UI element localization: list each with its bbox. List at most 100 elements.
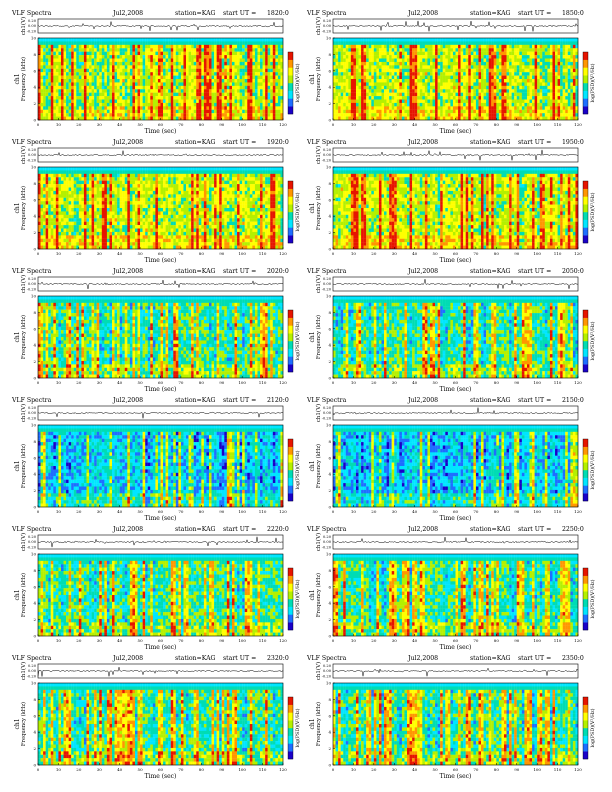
xtick-label: 60 bbox=[158, 380, 164, 385]
xtick-label: 70 bbox=[473, 122, 479, 127]
spectrogram-ytick-label: 8 bbox=[33, 52, 36, 57]
xtick-label: 20 bbox=[371, 122, 377, 127]
spectrogram-ytick-label: 6 bbox=[33, 713, 36, 718]
panel-station: station=KAG bbox=[470, 526, 511, 533]
xtick-label: 50 bbox=[138, 767, 144, 772]
xtick-label: 110 bbox=[554, 251, 562, 256]
spectrogram-ytick-label: 8 bbox=[33, 697, 36, 702]
colorbar-segment bbox=[288, 333, 293, 342]
waveform-ytick-label: 0.00 bbox=[28, 540, 37, 544]
panel-title: VLF Spectra bbox=[306, 10, 347, 17]
panel-date: Jul2,2008 bbox=[407, 526, 438, 533]
spectrogram-ytick-label: 6 bbox=[33, 68, 36, 73]
panel-start-ut: 2220:0 bbox=[267, 526, 289, 533]
colorbar-segment bbox=[288, 439, 293, 447]
xtick-label: 60 bbox=[158, 122, 164, 127]
colorbar-segment bbox=[288, 212, 293, 220]
waveform-ytick-label: 0.00 bbox=[323, 282, 332, 286]
vlf-panel: VLF Spectra Jul2,2008 station=KAG start UT … bbox=[11, 655, 301, 780]
xtick-label: 60 bbox=[453, 251, 459, 256]
spectrogram-ytick-label: 2 bbox=[328, 230, 331, 235]
xtick-label: 30 bbox=[97, 380, 103, 385]
colorbar-segment bbox=[583, 606, 588, 615]
waveform-ytick-label: -0.20 bbox=[322, 158, 332, 162]
x-axis-label: Time (sec) bbox=[145, 128, 177, 135]
colorbar-segment bbox=[288, 485, 293, 494]
colorbar-segment bbox=[583, 181, 588, 189]
waveform-trace bbox=[332, 20, 579, 32]
spectrogram-ytick-label: 6 bbox=[328, 455, 331, 460]
xtick-label: 10 bbox=[351, 122, 357, 127]
panel-title: VLF Spectra bbox=[306, 397, 347, 404]
spectrogram-ylabel-channel: ch1 bbox=[14, 589, 21, 600]
panel-station: station=KAG bbox=[175, 139, 216, 146]
waveform-trace bbox=[37, 150, 284, 157]
spectrogram bbox=[333, 38, 579, 121]
xtick-label: 50 bbox=[138, 509, 144, 514]
colorbar-frame bbox=[582, 438, 589, 502]
colorbar-segment bbox=[288, 575, 293, 584]
panel-start-label: start UT = bbox=[518, 655, 551, 662]
xtick-label: 110 bbox=[259, 638, 267, 643]
xtick-label: 20 bbox=[371, 251, 377, 256]
x-axis-label: Time (sec) bbox=[440, 773, 472, 780]
spectrogram bbox=[38, 296, 284, 379]
xtick-label: 0 bbox=[332, 380, 335, 385]
x-axis-label: Time (sec) bbox=[145, 773, 177, 780]
colorbar bbox=[287, 567, 294, 631]
spectrogram-ytick-label: 4 bbox=[33, 601, 36, 606]
xtick-label: 10 bbox=[56, 380, 62, 385]
panel-start-label: start UT = bbox=[223, 10, 256, 17]
xtick-label: 0 bbox=[332, 638, 335, 643]
colorbar-label: log(PSD)(V²/Hz) bbox=[589, 450, 596, 489]
panel-station: station=KAG bbox=[470, 655, 511, 662]
xtick-label: 80 bbox=[199, 380, 205, 385]
xtick-label: 10 bbox=[56, 509, 62, 514]
spectrogram-ytick-label: 4 bbox=[328, 472, 331, 477]
waveform-ytick-label: 0.00 bbox=[323, 540, 332, 544]
xtick-label: 110 bbox=[259, 251, 267, 256]
colorbar-segment bbox=[288, 181, 293, 189]
xtick-label: 30 bbox=[97, 638, 103, 643]
colorbar-segment bbox=[288, 310, 293, 318]
spectrogram-ylabel-channel: ch1 bbox=[309, 202, 316, 213]
spectrogram-ytick-label: 0 bbox=[328, 376, 331, 381]
spectrogram-ytick-label: 8 bbox=[328, 310, 331, 315]
x-axis-label: Time (sec) bbox=[145, 644, 177, 651]
colorbar-segment bbox=[583, 704, 588, 713]
spectrogram-ytick-label: 8 bbox=[33, 568, 36, 573]
colorbar-label: log(PSD)(V²/Hz) bbox=[294, 450, 301, 489]
spectrogram-ytick-label: 0 bbox=[33, 763, 36, 768]
xtick-label: 20 bbox=[76, 122, 82, 127]
panel-date: Jul2,2008 bbox=[407, 268, 438, 275]
xtick-label: 90 bbox=[514, 122, 520, 127]
colorbar-segment bbox=[288, 454, 293, 463]
spectrogram-ytick-label: 10 bbox=[326, 294, 332, 299]
colorbar-segment bbox=[288, 90, 293, 99]
colorbar-label: log(PSD)(V²/Hz) bbox=[294, 579, 301, 618]
colorbar-segment bbox=[583, 583, 588, 592]
xtick-label: 110 bbox=[554, 638, 562, 643]
spectrogram-ytick-label: 0 bbox=[328, 247, 331, 252]
colorbar-segment bbox=[288, 712, 293, 721]
xtick-label: 0 bbox=[37, 767, 40, 772]
x-axis-label: Time (sec) bbox=[145, 515, 177, 522]
xtick-label: 70 bbox=[473, 767, 479, 772]
colorbar-segment bbox=[583, 591, 588, 600]
xtick-label: 10 bbox=[351, 767, 357, 772]
xtick-label: 80 bbox=[199, 122, 205, 127]
colorbar-segment bbox=[583, 477, 588, 486]
panel-title: VLF Spectra bbox=[11, 655, 52, 662]
waveform-ytick-label: 0.00 bbox=[323, 411, 332, 415]
waveform-ytick-label: 0.00 bbox=[28, 411, 37, 415]
xtick-label: 30 bbox=[97, 509, 103, 514]
xtick-label: 100 bbox=[238, 251, 246, 256]
spectrogram-ytick-label: 0 bbox=[328, 634, 331, 639]
colorbar-segment bbox=[583, 462, 588, 471]
colorbar-segment bbox=[288, 704, 293, 713]
waveform-ytick-label: 0.20 bbox=[28, 148, 37, 152]
colorbar-segment bbox=[583, 90, 588, 99]
spectrogram-ytick-label: 6 bbox=[328, 713, 331, 718]
xtick-label: 30 bbox=[392, 638, 398, 643]
xtick-label: 0 bbox=[37, 251, 40, 256]
